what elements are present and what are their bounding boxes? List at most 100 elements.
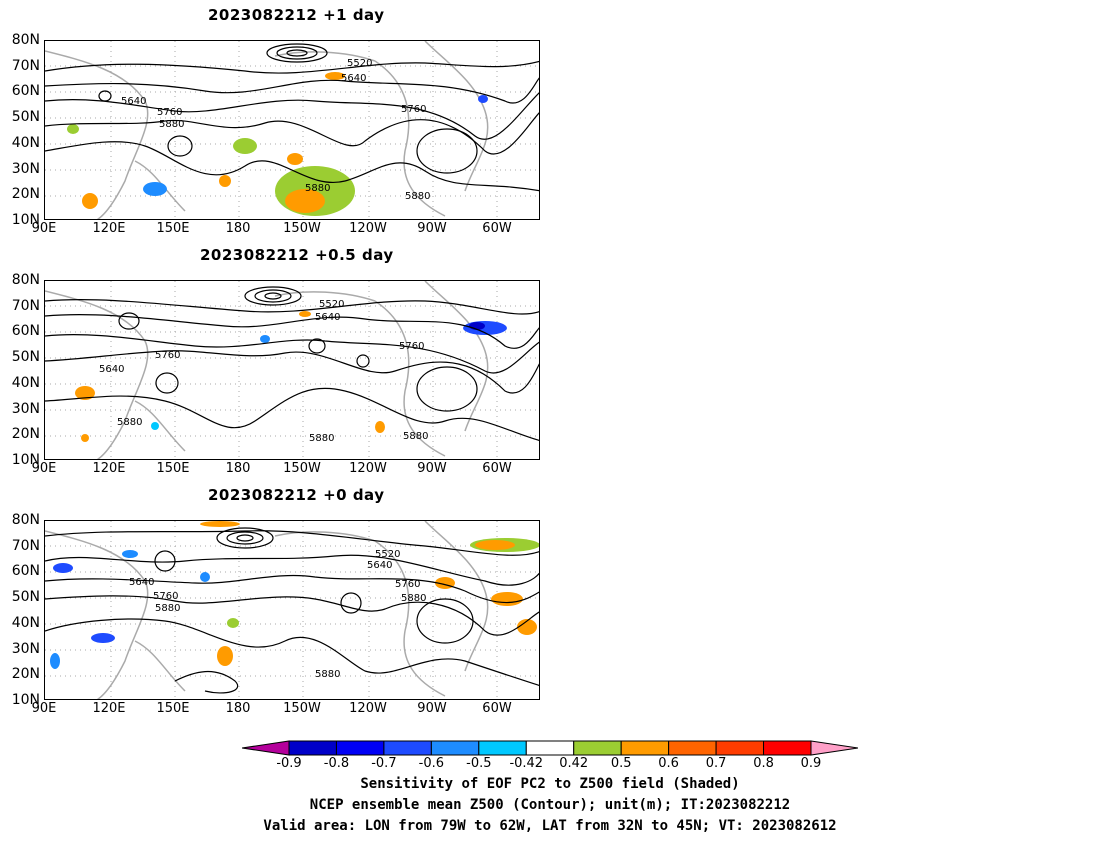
contour-label: 5880 (159, 119, 184, 130)
colorbar-segment (668, 740, 717, 756)
lat-tick-label: 40N (11, 374, 40, 391)
lat-tick-label: 80N (11, 272, 40, 288)
map-3-svg: 5520 5640 5640 5760 5880 5760 5880 5880 (45, 521, 539, 699)
contour-label: 5880 (117, 417, 142, 428)
lon-tick-label: 180 (225, 701, 251, 716)
colorbar-tick-label: -0.7 (371, 756, 397, 771)
lat-tick-label: 70N (11, 57, 40, 74)
map-1-svg: 5520 5640 5640 5760 5880 5760 5880 5880 (45, 41, 539, 219)
panel-title-3: 2023082212 +0 day (208, 486, 385, 504)
contour-label: 5640 (315, 312, 340, 323)
lat-tick-label: 50N (11, 589, 40, 606)
lat-tick-label: 50N (11, 349, 40, 366)
lon-tick-label: 120W (349, 701, 387, 716)
colorbar-tick-label: 0.8 (753, 756, 774, 771)
colorbar-segment (715, 740, 765, 756)
colorbar-segment (430, 740, 480, 756)
colorbar-segment (763, 740, 812, 756)
panel-title-2: 2023082212 +0.5 day (200, 246, 394, 264)
lat-tick-label: 20N (11, 186, 40, 203)
lat-tick-label: 30N (11, 160, 40, 177)
colorbar-tick-label: -0.5 (466, 756, 492, 771)
contour-label: 5760 (399, 341, 424, 352)
contour-label: 5760 (153, 591, 178, 602)
colorbar-tick-label: -0.42 (509, 756, 544, 771)
lon-tick-label: 150E (156, 701, 190, 716)
contour-label: 5760 (155, 350, 180, 361)
caption-line-1: Sensitivity of EOF PC2 to Z500 field (Sh… (360, 776, 740, 792)
contour-label: 5520 (319, 299, 344, 310)
panel-title-1: 2023082212 +1 day (208, 6, 385, 24)
lat-tick-label: 70N (11, 297, 40, 314)
lon-tick-label: 150W (283, 221, 321, 236)
lon-tick-label: 90W (417, 701, 447, 716)
colorbar-tick-label: 0.42 (559, 756, 589, 771)
caption-line-2: NCEP ensemble mean Z500 (Contour); unit(… (309, 797, 791, 813)
lon-tick-label: 180 (225, 461, 251, 476)
lon-tick-label: 90E (31, 701, 57, 716)
contour-label: 5880 (403, 431, 428, 442)
colorbar-segment (620, 740, 670, 756)
contour-label: 5760 (157, 107, 182, 118)
colorbar-low-arrow (242, 740, 290, 756)
colorbar-tick-label: 0.6 (658, 756, 679, 771)
map-panel-1: 5520 5640 5640 5760 5880 5760 5880 5880 (44, 40, 540, 220)
contour-label: 5640 (341, 73, 366, 84)
colorbar-segment (573, 740, 622, 756)
lat-tick-label: 40N (11, 614, 40, 631)
lat-tick-label: 20N (11, 666, 40, 683)
lat-tick-label: 60N (11, 83, 40, 100)
lat-tick-label: 40N (11, 134, 40, 151)
lat-tick-label: 30N (11, 400, 40, 417)
lat-tick-label: 30N (11, 640, 40, 657)
colorbar (242, 740, 858, 756)
lon-tick-label: 120E (92, 701, 126, 716)
lon-tick-label: 150W (283, 701, 321, 716)
colorbar-segment (383, 740, 432, 756)
colorbar-tick-label: 0.5 (610, 756, 632, 771)
contour-label: 5880 (405, 191, 430, 202)
lon-tick-label: 90E (31, 221, 57, 236)
lat-tick-label: 80N (11, 512, 40, 528)
lat-tick-label: 60N (11, 323, 40, 340)
colorbar-segment (335, 740, 385, 756)
caption-line-3: Valid area: LON from 79W to 62W, LAT fro… (263, 818, 837, 834)
contour-label: 5640 (129, 577, 154, 588)
colorbar-segment (478, 740, 527, 756)
lon-tick-label: 120W (349, 461, 387, 476)
contour-label: 5640 (367, 560, 392, 571)
contour-label: 5880 (315, 669, 340, 680)
lon-tick-label: 90W (417, 461, 447, 476)
lon-tick-label: 120W (349, 221, 387, 236)
lon-tick-label: 150W (283, 461, 321, 476)
colorbar-segment (288, 740, 337, 756)
lat-tick-label: 50N (11, 109, 40, 126)
contour-label: 5880 (309, 433, 334, 444)
colorbar-high-arrow (810, 740, 858, 756)
colorbar-tick-label: 0.7 (705, 756, 727, 771)
colorbar-tick-label: 0.9 (800, 756, 822, 771)
contour-label: 5640 (99, 364, 124, 375)
lon-tick-label: 90E (31, 461, 57, 476)
contour-label: 5880 (155, 603, 180, 614)
lat-tick-label: 20N (11, 426, 40, 443)
lon-tick-label: 150E (156, 461, 190, 476)
lon-tick-label: 90W (417, 221, 447, 236)
contour-label: 5520 (347, 58, 372, 69)
contour-label: 5640 (121, 96, 146, 107)
lon-tick-label: 60W (482, 701, 512, 716)
lon-tick-label: 180 (225, 221, 251, 236)
lat-tick-label: 10N (11, 691, 40, 708)
lat-tick-label: 60N (11, 563, 40, 580)
contour-label: 5520 (375, 549, 400, 560)
lon-tick-label: 120E (92, 461, 126, 476)
lon-tick-label: 60W (482, 461, 512, 476)
map-2-svg: 5520 5640 5760 5640 5760 5880 5880 5880 (45, 281, 539, 459)
lon-tick-label: 150E (156, 221, 190, 236)
lon-tick-label: 60W (482, 221, 512, 236)
lon-tick-label: 120E (92, 221, 126, 236)
lat-tick-label: 80N (11, 32, 40, 48)
contour-label: 5760 (401, 104, 426, 115)
lat-tick-label: 70N (11, 537, 40, 554)
colorbar-tick-label: -0.9 (276, 756, 302, 771)
